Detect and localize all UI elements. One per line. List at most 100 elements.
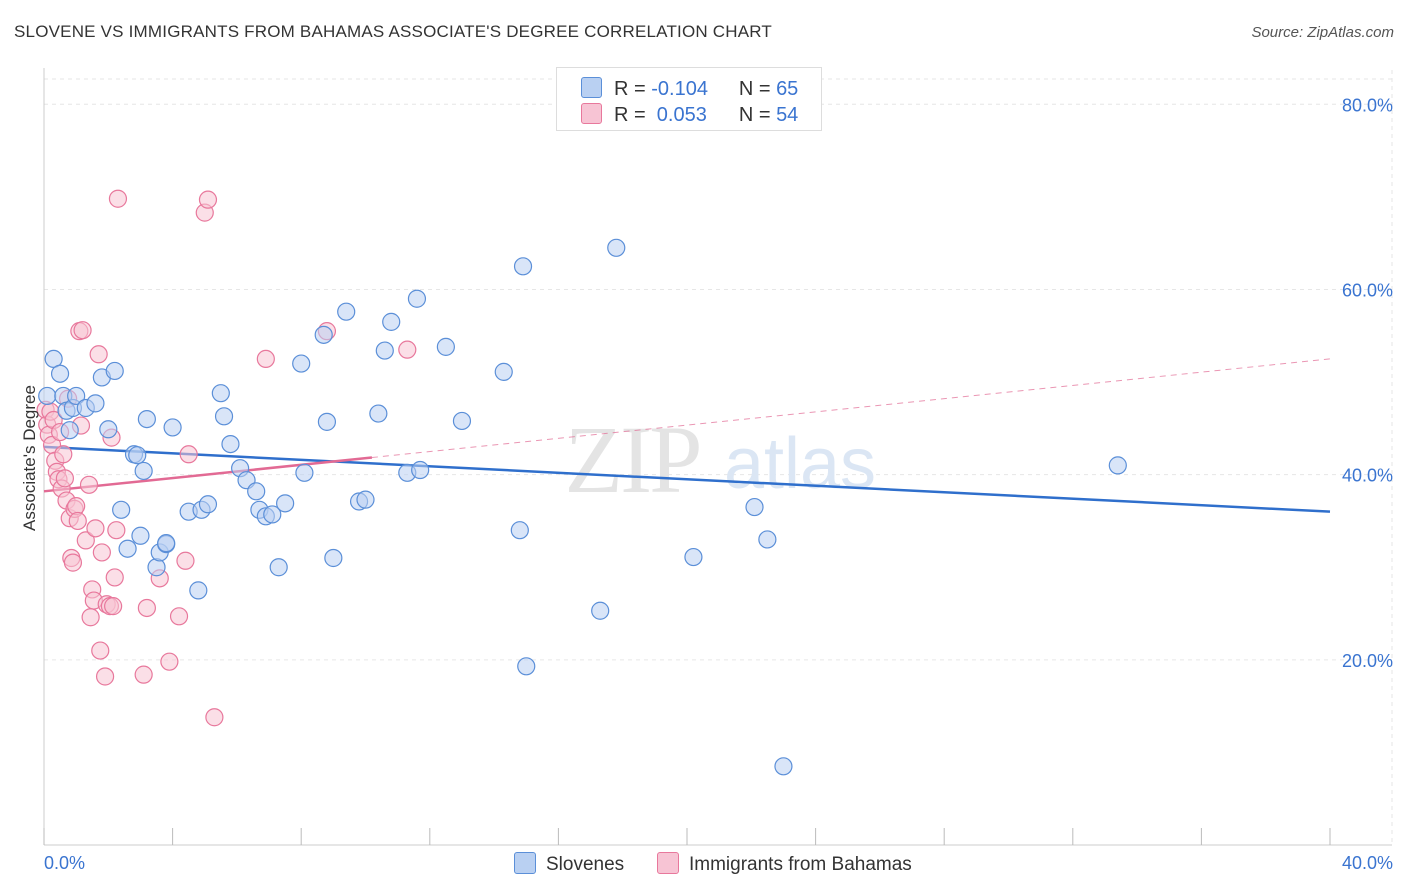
- slovenes-point: [375, 341, 394, 360]
- slovenes-point: [382, 312, 401, 331]
- slovenes-point: [128, 446, 147, 465]
- slovenes-point: [198, 495, 218, 514]
- slovenes-point: [247, 482, 266, 501]
- slovenes-point: [118, 539, 137, 558]
- bahamas-point: [169, 607, 189, 626]
- slovenes-point: [758, 530, 777, 549]
- trend-line-bahamas: [43, 456, 373, 493]
- bahamas-point: [89, 345, 108, 364]
- axes: [43, 68, 1392, 846]
- legend-swatch-slovenes: [581, 77, 602, 98]
- bottom-legend-swatch-bahamas: [657, 852, 679, 874]
- bahamas-point: [81, 608, 100, 627]
- slovenes-point: [263, 505, 282, 524]
- slovenes-point: [684, 547, 703, 567]
- slovenes-point: [38, 386, 57, 406]
- slovenes-point: [774, 757, 793, 776]
- slovenes-point: [337, 302, 356, 321]
- slovenes-point: [591, 601, 610, 620]
- bahamas-point: [92, 543, 111, 562]
- slovenes-point: [211, 384, 230, 403]
- slovenes-point: [407, 289, 427, 308]
- legend-r-label: R =: [614, 104, 646, 126]
- slovenes-point: [131, 526, 150, 545]
- bahamas-point: [205, 708, 224, 727]
- slovenes-point: [324, 548, 343, 568]
- legend-n-label: N =: [738, 78, 771, 100]
- bahamas-point: [55, 469, 74, 488]
- slovenes-point: [50, 364, 70, 383]
- slovenes-point: [221, 434, 240, 454]
- slovenes-point: [276, 494, 295, 513]
- bahamas-point: [105, 568, 124, 587]
- slovenes-point: [494, 362, 513, 381]
- slovenes-points: [38, 238, 1127, 776]
- slovenes-point: [510, 521, 529, 540]
- slovenes-point: [292, 354, 311, 373]
- bahamas-point: [91, 641, 110, 660]
- slovenes-point: [295, 463, 314, 482]
- trend-lines: [43, 358, 1331, 513]
- grid-lines: [44, 70, 1393, 845]
- bahamas-point: [134, 665, 153, 684]
- y-tick-label: 80.0%: [1342, 95, 1393, 115]
- chart-title: SLOVENE VS IMMIGRANTS FROM BAHAMAS ASSOC…: [14, 22, 773, 41]
- bottom-legend-swatch-slovenes: [514, 852, 536, 874]
- slovenes-point: [745, 497, 764, 517]
- bahamas-point: [198, 190, 218, 209]
- watermark-zip: ZIP: [565, 406, 700, 513]
- slovenes-point: [99, 420, 118, 439]
- source-label: Source: ZipAtlas.com: [1251, 24, 1394, 41]
- x-tick-label: 0.0%: [44, 853, 85, 873]
- slovenes-point: [513, 257, 533, 276]
- slovenes-point: [214, 407, 234, 426]
- bahamas-point: [256, 349, 275, 369]
- slovenes-point: [163, 418, 182, 437]
- legend-n-label: N =: [738, 104, 771, 126]
- bahamas-point: [108, 189, 128, 208]
- slovenes-point: [317, 412, 337, 431]
- bahamas-point: [86, 519, 105, 538]
- watermark-atlas: atlas: [724, 424, 876, 504]
- slovenes-point: [137, 409, 156, 429]
- slovenes-point: [607, 238, 626, 257]
- slovenes-point: [147, 558, 166, 577]
- legend-r-value: -0.104: [651, 78, 708, 100]
- slovenes-point: [436, 337, 455, 356]
- legend-r-label: R =: [614, 78, 646, 100]
- legend-n-value: 65: [776, 78, 799, 100]
- slovenes-point: [411, 460, 430, 480]
- bahamas-point: [54, 445, 73, 464]
- bahamas-points: [36, 189, 417, 727]
- bottom-legend-label-bahamas: Immigrants from Bahamas: [689, 854, 912, 875]
- legend-n-value: 54: [776, 104, 799, 126]
- bahamas-point: [179, 445, 198, 464]
- legend-swatch-bahamas: [581, 103, 602, 124]
- legend-r-value: 0.053: [651, 104, 707, 126]
- bottom-legend-slovenes: Slovenes: [514, 852, 624, 876]
- slovenes-point: [67, 386, 86, 406]
- slovenes-point: [112, 500, 131, 519]
- trend-line-slovenes: [43, 445, 1331, 513]
- slovenes-point: [189, 581, 208, 600]
- bahamas-point: [176, 551, 195, 570]
- bahamas-point: [76, 531, 95, 550]
- slovenes-point: [369, 404, 388, 423]
- bahamas-point: [104, 597, 123, 616]
- y-axis-label: Associate's Degree: [20, 385, 39, 531]
- bahamas-point: [73, 321, 92, 340]
- x-tick-label: 40.0%: [1342, 853, 1393, 873]
- bahamas-point: [79, 475, 99, 494]
- bahamas-point: [107, 521, 126, 540]
- watermark: ZIP atlas: [565, 406, 877, 513]
- bahamas-point: [137, 598, 156, 618]
- slovenes-point: [269, 558, 288, 577]
- bahamas-point: [68, 511, 87, 531]
- correlation-legend: R = -0.104 N = 65 R = 0.053 N = 54: [556, 67, 822, 131]
- y-tick-label: 60.0%: [1342, 280, 1393, 300]
- bahamas-point: [63, 553, 83, 572]
- slovenes-point: [356, 490, 375, 509]
- legend-row-bahamas: R = 0.053 N = 54: [581, 103, 799, 126]
- legend-row-slovenes: R = -0.104 N = 65: [581, 77, 799, 100]
